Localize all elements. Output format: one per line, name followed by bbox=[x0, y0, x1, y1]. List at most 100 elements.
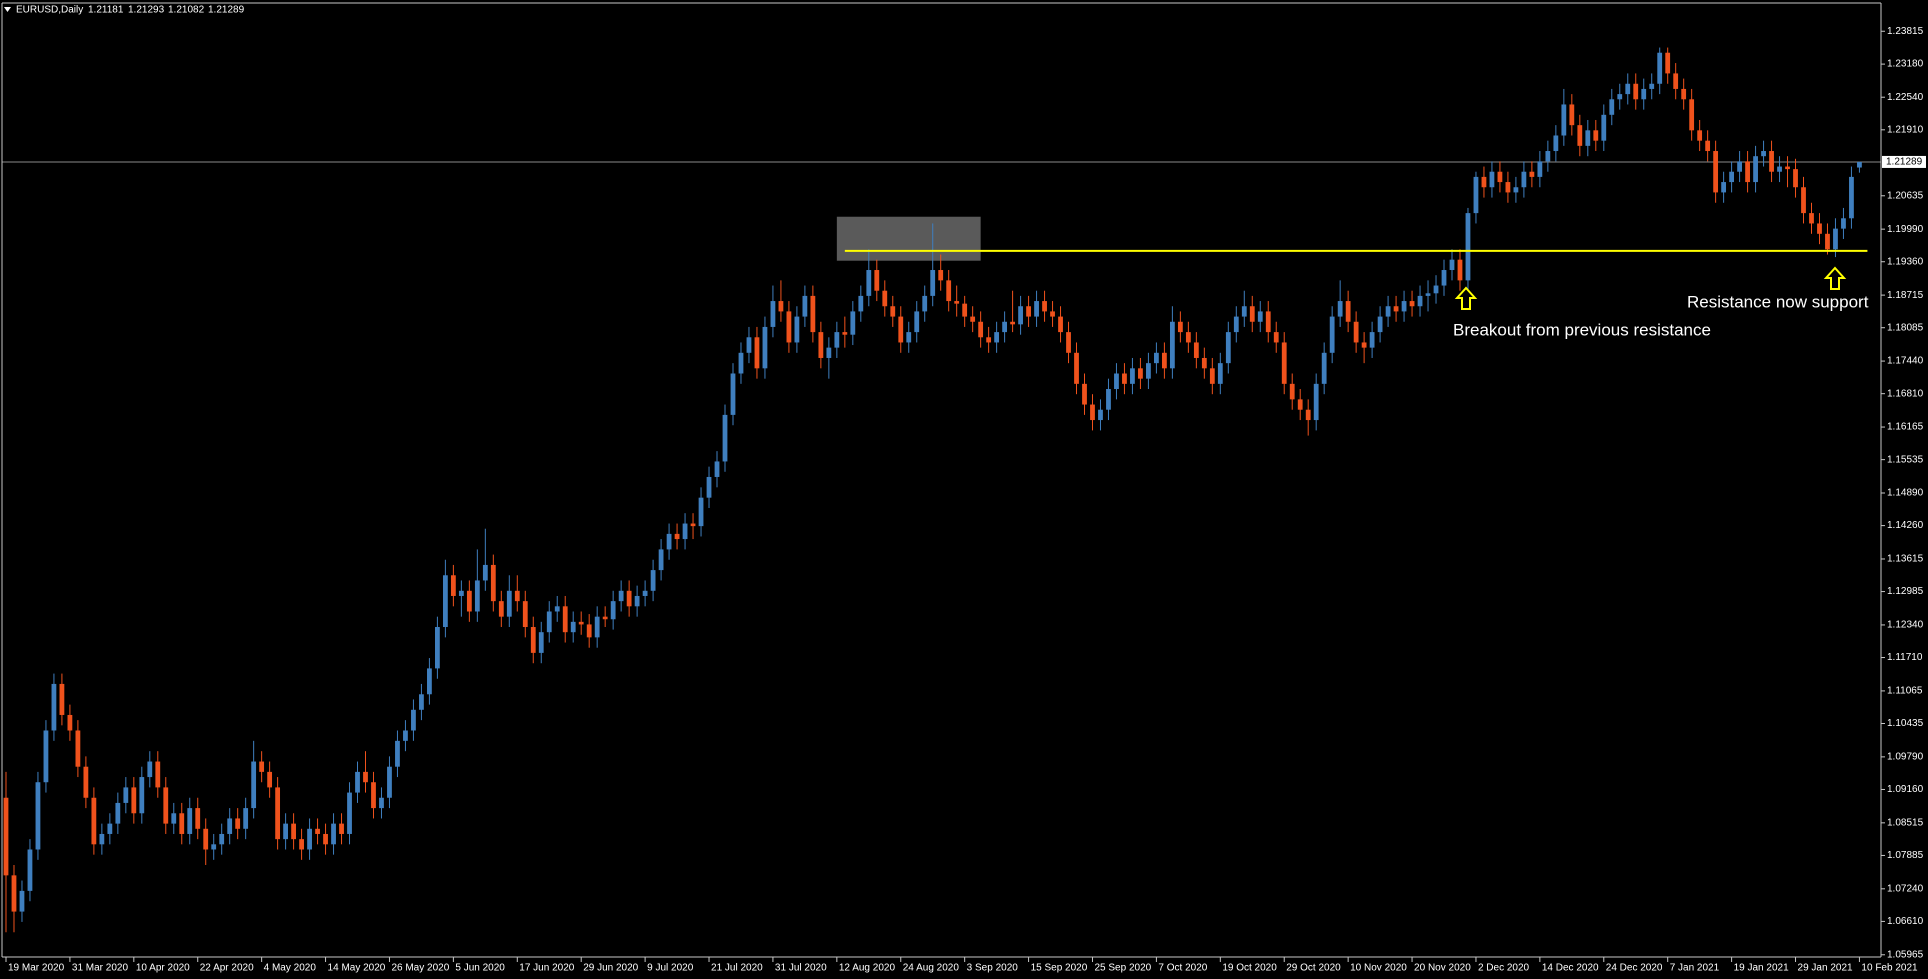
y-tick-label: 1.09790 bbox=[1887, 752, 1924, 763]
candle-body bbox=[123, 787, 129, 803]
candle-body bbox=[203, 828, 209, 850]
candle-body bbox=[1161, 352, 1167, 369]
y-tick-label: 1.21910 bbox=[1887, 124, 1924, 135]
annotation-support: Resistance now support bbox=[1687, 292, 1869, 311]
candle-body bbox=[1082, 383, 1087, 405]
candle-body bbox=[1601, 114, 1607, 141]
annotation-breakout: Breakout from previous resistance bbox=[1453, 320, 1711, 339]
candle-body bbox=[1825, 233, 1830, 250]
candle-body bbox=[714, 461, 720, 477]
candle-body bbox=[59, 683, 65, 715]
candle-body bbox=[1801, 187, 1806, 214]
x-tick-label: 29 Jan 2021 bbox=[1798, 963, 1853, 974]
y-tick-label: 1.17440 bbox=[1887, 356, 1924, 367]
candle-body bbox=[1457, 259, 1463, 281]
menu-triangle bbox=[4, 7, 11, 12]
candle-body bbox=[323, 833, 328, 845]
candle-body bbox=[259, 761, 265, 772]
x-tick-label: 24 Aug 2020 bbox=[903, 963, 960, 974]
candle-body bbox=[1066, 332, 1071, 353]
candle-body bbox=[730, 373, 736, 415]
candle-body bbox=[570, 621, 576, 633]
candle-body bbox=[970, 316, 976, 322]
candle-body bbox=[554, 606, 560, 612]
candle-body bbox=[1785, 166, 1790, 170]
candle-body bbox=[211, 844, 217, 850]
x-tick-label: 9 Jul 2020 bbox=[647, 963, 694, 974]
candle-body bbox=[1241, 306, 1247, 317]
candle-body bbox=[514, 590, 520, 602]
x-tick-label: 10 Feb 2021 bbox=[1861, 963, 1918, 974]
candle-body bbox=[235, 818, 241, 829]
x-tick-label: 15 Sep 2020 bbox=[1031, 963, 1088, 974]
candle-body bbox=[1449, 259, 1455, 271]
candle-body bbox=[1010, 321, 1015, 325]
candle-body bbox=[826, 347, 832, 358]
candle-body bbox=[1585, 130, 1591, 146]
candle-body bbox=[498, 601, 504, 617]
candle-body bbox=[914, 311, 920, 333]
candle-body bbox=[618, 590, 624, 602]
candle-body bbox=[1849, 176, 1854, 219]
candle-body bbox=[307, 828, 312, 850]
candle-body bbox=[522, 601, 528, 628]
candle-body bbox=[506, 590, 512, 617]
candle-body bbox=[802, 295, 808, 317]
y-tick-label: 1.22540 bbox=[1887, 92, 1924, 103]
candle-body bbox=[1130, 368, 1135, 384]
candle-body bbox=[179, 813, 185, 834]
candle-body bbox=[946, 280, 952, 302]
candle-body bbox=[786, 311, 792, 343]
candle-body bbox=[762, 326, 768, 369]
candle-body bbox=[1090, 404, 1095, 421]
candle-body bbox=[283, 823, 289, 840]
candle-body bbox=[83, 766, 89, 798]
candle-body bbox=[403, 730, 408, 741]
candle-body bbox=[379, 797, 384, 809]
candle-body bbox=[930, 270, 936, 296]
candle-body bbox=[115, 802, 121, 824]
candle-body bbox=[954, 301, 960, 304]
candle-body bbox=[243, 808, 249, 829]
candle-body bbox=[411, 709, 416, 731]
candle-body bbox=[1625, 83, 1631, 95]
candle-body bbox=[706, 476, 712, 498]
candle-body bbox=[1385, 306, 1391, 317]
candle-body bbox=[195, 808, 201, 829]
candle-body bbox=[1593, 130, 1599, 141]
candle-body bbox=[1393, 306, 1399, 312]
candle-body bbox=[11, 875, 17, 912]
candle-body bbox=[1841, 218, 1846, 229]
candle-body bbox=[1233, 316, 1239, 333]
candle-body bbox=[1409, 301, 1415, 307]
candle-body bbox=[754, 337, 760, 369]
candle-body bbox=[666, 533, 672, 550]
candle-body bbox=[1138, 368, 1143, 379]
x-tick-label: 4 May 2020 bbox=[264, 963, 317, 974]
candle-body bbox=[1617, 94, 1623, 100]
candle-body bbox=[107, 823, 113, 834]
candle-body bbox=[450, 575, 456, 596]
candle-body bbox=[1050, 311, 1055, 317]
candle-body bbox=[746, 337, 752, 353]
candle-body bbox=[890, 306, 896, 317]
candle-body bbox=[1545, 151, 1551, 162]
candle-body bbox=[1529, 171, 1535, 177]
y-tick-label: 1.13615 bbox=[1887, 554, 1924, 565]
y-tick-label: 1.06610 bbox=[1887, 916, 1924, 927]
candle-body bbox=[1018, 306, 1023, 325]
candle-body bbox=[163, 787, 169, 824]
candle-body bbox=[842, 332, 848, 335]
symbol-label: EURUSD,Daily bbox=[16, 5, 83, 16]
candle-body bbox=[67, 714, 73, 731]
candle-body bbox=[546, 611, 552, 633]
candle-body bbox=[1098, 409, 1103, 421]
y-tick-label: 1.05965 bbox=[1887, 949, 1924, 960]
y-tick-label: 1.14890 bbox=[1887, 488, 1924, 499]
candle-body bbox=[1106, 389, 1111, 410]
candle-body bbox=[1705, 140, 1711, 152]
candle-body bbox=[1417, 295, 1423, 307]
candle-body bbox=[1122, 373, 1127, 384]
